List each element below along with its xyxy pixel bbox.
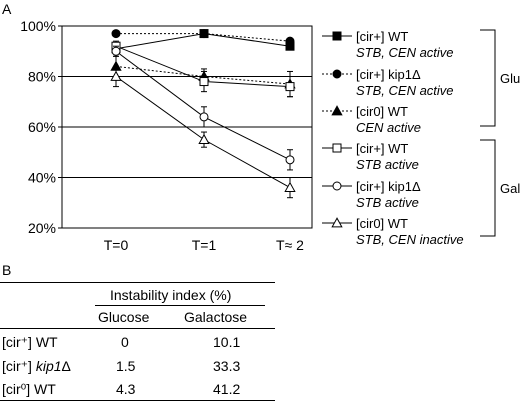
y-tick-label: 80% <box>28 69 56 85</box>
legend-marker <box>331 217 343 228</box>
legend-label: [cir0] WT <box>356 104 408 119</box>
plot-area: 20% 40% 60% 80% 100% T=0 T=1 T≈ 2 <box>20 18 313 253</box>
y-tick-label: 60% <box>28 119 56 135</box>
legend-sublabel: STB active <box>356 157 419 172</box>
instability-table: B Instability index (%) Glucose Galactos… <box>0 262 280 401</box>
table-cell-galactose: 10.1 <box>213 334 241 350</box>
table-row-label: [cir⁰] WT <box>2 381 56 397</box>
panel-b-label: B <box>2 262 12 278</box>
group-bracket <box>480 29 496 127</box>
row-label-gene: kip1 <box>35 358 62 374</box>
x-tick-label: T=0 <box>104 237 129 253</box>
table-cell-glucose: 4.3 <box>116 381 136 397</box>
line-chart: A 20%40%60%80%100%T=0 T=1 T≈ 2 [cir+] WTST… <box>2 1 520 253</box>
group-label: Gal <box>500 181 520 196</box>
y-tick-label: 40% <box>28 170 56 186</box>
legend-marker <box>331 105 343 116</box>
legend-label: [cir+] kip1Δ <box>356 179 421 194</box>
group-glu: Glu <box>480 29 520 127</box>
legend-sublabel: CEN active <box>356 120 421 135</box>
series-cir0-wt-inactive <box>110 65 296 199</box>
legend-label: [cir+] WT <box>356 141 408 156</box>
legend-sublabel: STB, CEN active <box>356 83 454 98</box>
table-top-rule <box>0 282 275 283</box>
panel-a-label: A <box>2 1 12 17</box>
data-point <box>285 36 295 46</box>
legend-marker <box>332 143 342 153</box>
table-title-rule <box>95 305 265 306</box>
series-cirplus-kip1-stb-cen <box>111 29 295 46</box>
x-tick-label: T=1 <box>192 237 217 253</box>
legend-sublabel: STB, CEN active <box>356 45 454 60</box>
data-point <box>284 181 296 192</box>
legend-marker <box>332 31 342 41</box>
data-point <box>111 29 121 39</box>
column-header-glucose: Glucose <box>98 309 150 325</box>
row-label-strain: [cir⁺] <box>2 358 36 374</box>
legend-label: [cir0] WT <box>356 216 408 231</box>
column-header-galactose: Galactose <box>184 309 248 325</box>
table-header-rule <box>0 328 275 329</box>
data-point <box>199 29 209 39</box>
legend-marker <box>332 69 342 79</box>
series-cirplus-kip1-stb <box>111 45 295 171</box>
table-row-label: [cir⁺] kip1Δ <box>2 358 71 375</box>
table-title: Instability index (%) <box>110 287 232 303</box>
group-bracket <box>480 139 496 237</box>
legend-sublabel: STB active <box>356 195 419 210</box>
legend-label: [cir+] WT <box>356 29 408 44</box>
data-point <box>199 112 209 122</box>
data-point <box>285 155 295 165</box>
row-label-delta: Δ <box>61 358 71 374</box>
group-gal: Gal <box>480 139 520 237</box>
x-tick-label: T≈ 2 <box>276 237 304 253</box>
table-cell-glucose: 1.5 <box>116 358 136 374</box>
data-point <box>198 133 210 144</box>
table-cell-galactose: 33.3 <box>213 358 241 374</box>
legend-marker <box>332 181 342 191</box>
table-cell-glucose: 0 <box>121 334 129 350</box>
y-tick-label: 100% <box>20 18 56 34</box>
table-row-label: [cir⁺] WT <box>2 334 58 350</box>
data-point <box>111 46 121 56</box>
data-point <box>199 77 209 87</box>
data-point <box>110 70 122 81</box>
data-point <box>285 82 295 92</box>
legend-label: [cir+] kip1Δ <box>356 67 421 82</box>
y-tick-label: 20% <box>28 220 56 236</box>
group-label: Glu <box>500 71 520 86</box>
table-cell-galactose: 41.2 <box>213 381 241 397</box>
legend-sublabel: STB, CEN inactive <box>356 232 464 247</box>
